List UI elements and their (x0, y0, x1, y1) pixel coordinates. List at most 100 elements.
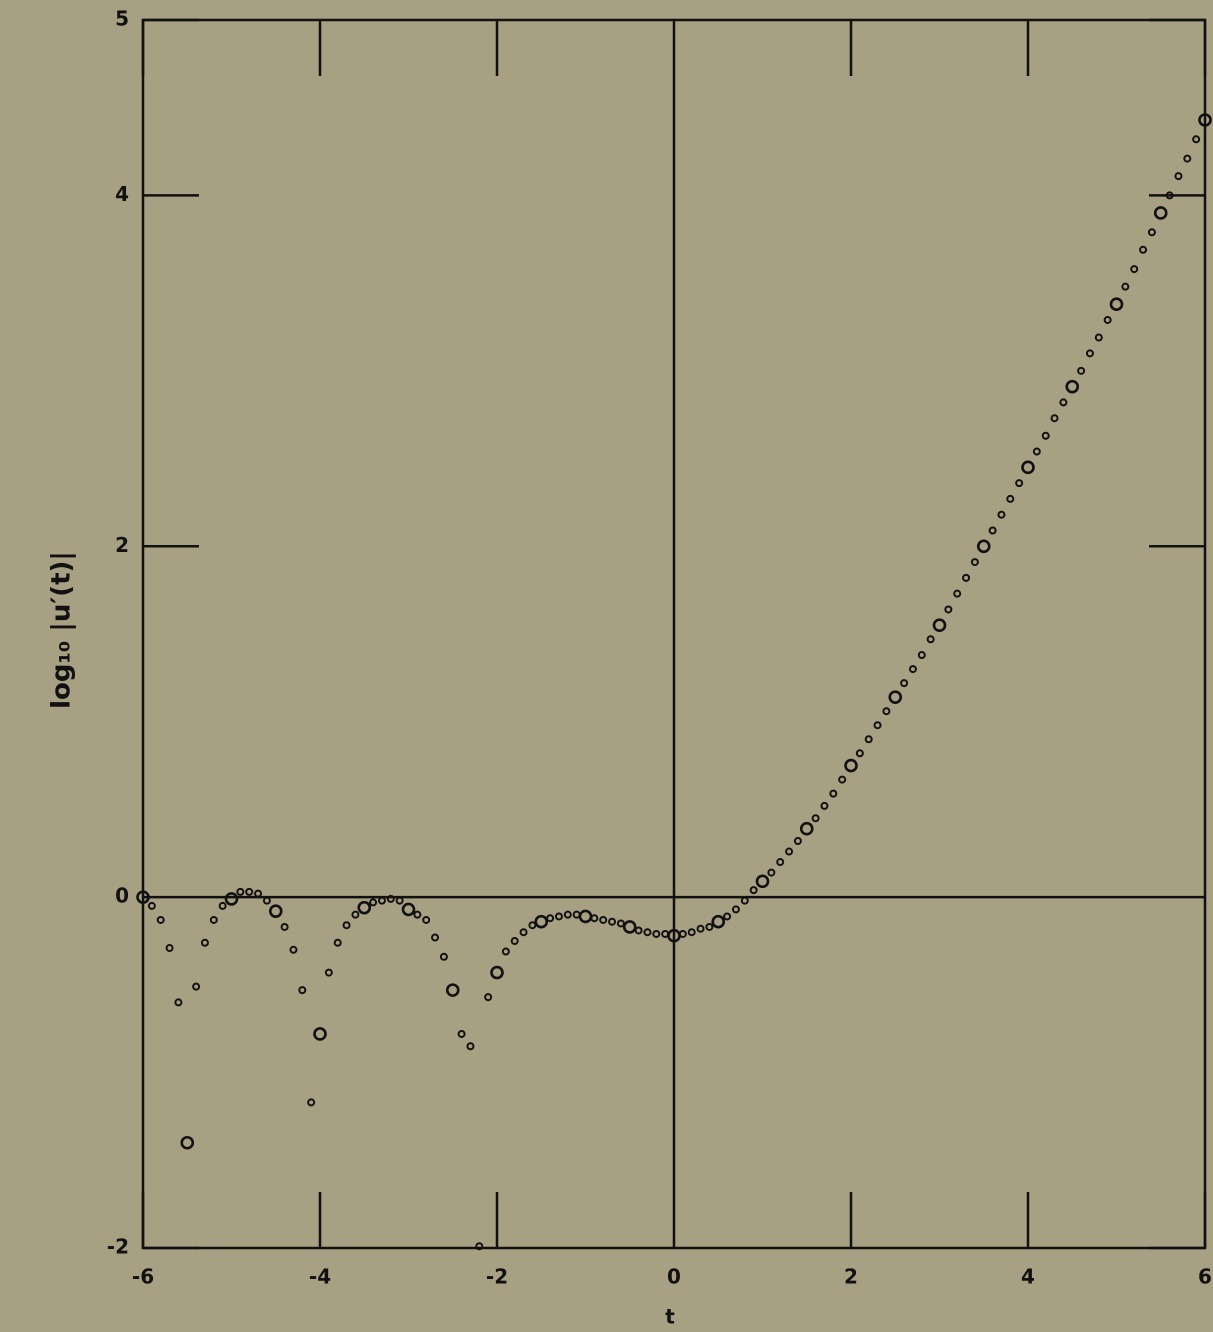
data-point (534, 914, 549, 929)
data-point (245, 887, 254, 896)
data-point (755, 874, 770, 889)
data-point (988, 526, 997, 535)
data-point (723, 912, 732, 921)
data-point (926, 635, 935, 644)
y-tick-label: -2 (107, 1235, 129, 1259)
data-point (369, 898, 378, 907)
data-point (254, 889, 263, 898)
data-point (431, 933, 440, 942)
data-point (953, 589, 962, 598)
data-point (136, 890, 150, 904)
data-point (342, 921, 351, 930)
y-tick-label: 5 (115, 7, 129, 31)
data-point (1130, 265, 1139, 274)
data-point (457, 1029, 466, 1038)
data-point (1153, 206, 1168, 220)
data-point (908, 665, 917, 674)
data-point (333, 938, 342, 947)
data-point (280, 922, 289, 931)
x-tick-label: -2 (486, 1265, 508, 1289)
data-point (829, 789, 838, 798)
data-point (578, 909, 593, 924)
data-point (622, 920, 637, 934)
data-point (1109, 297, 1124, 311)
data-point (888, 690, 903, 704)
data-point (445, 983, 460, 997)
data-point (165, 944, 174, 953)
data-point (976, 539, 991, 554)
data-point (749, 886, 758, 895)
data-point (838, 775, 847, 784)
data-point (1198, 113, 1212, 127)
data-point (882, 707, 891, 716)
data-point (1015, 479, 1024, 488)
data-point (932, 618, 947, 633)
data-point (1174, 172, 1183, 181)
data-point (546, 914, 555, 923)
data-point (917, 651, 926, 660)
data-point (811, 814, 820, 823)
data-point (324, 968, 333, 977)
data-point (262, 896, 271, 905)
data-point (652, 929, 661, 938)
data-point (1183, 154, 1192, 163)
data-point (696, 924, 705, 933)
x-tick-label: 6 (1198, 1265, 1212, 1289)
data-point (820, 801, 829, 810)
data-point (307, 1098, 316, 1107)
data-point (413, 910, 422, 919)
y-tick-label: 4 (115, 182, 129, 206)
data-point (224, 892, 239, 906)
data-point (1165, 191, 1174, 200)
data-point (705, 922, 714, 931)
data-point (357, 900, 372, 915)
data-point (1065, 379, 1080, 394)
x-axis-label: t (665, 1305, 675, 1329)
data-point (351, 910, 360, 919)
data-point (174, 998, 183, 1007)
data-point (298, 986, 307, 995)
data-point (510, 937, 519, 945)
data-point (944, 605, 953, 614)
data-point (490, 965, 504, 980)
data-point (1085, 349, 1094, 358)
data-point (1139, 245, 1148, 254)
y-axis-label: log₁₀ |u′(t)| (47, 551, 77, 709)
data-point (793, 837, 802, 846)
data-point (844, 758, 858, 773)
data-point (209, 915, 218, 924)
data-point (731, 905, 740, 914)
data-point (218, 901, 227, 910)
data-point (377, 896, 386, 905)
data-point (616, 919, 625, 928)
data-point (711, 914, 726, 929)
data-point (740, 896, 749, 905)
data-point (678, 929, 687, 938)
data-point (599, 915, 608, 924)
data-point (563, 910, 572, 919)
data-point (643, 928, 652, 937)
y-tick-label: 0 (115, 884, 129, 908)
data-point (528, 921, 537, 930)
data-point (192, 982, 201, 991)
data-point (475, 1242, 484, 1251)
x-tick-label: -6 (132, 1265, 154, 1289)
data-point (608, 917, 617, 926)
data-point (1094, 333, 1103, 342)
data-point (785, 847, 794, 856)
data-point (1103, 315, 1112, 324)
data-point (873, 721, 882, 730)
data-point (180, 1135, 195, 1150)
data-point (1050, 414, 1059, 423)
x-tick-label: 0 (667, 1265, 681, 1289)
data-point (590, 914, 599, 923)
data-point (997, 510, 1006, 519)
data-point (1147, 228, 1156, 237)
data-point (466, 1042, 475, 1051)
data-point (519, 928, 528, 937)
data-point (855, 749, 864, 758)
data-point (200, 938, 209, 947)
data-point (634, 926, 643, 935)
